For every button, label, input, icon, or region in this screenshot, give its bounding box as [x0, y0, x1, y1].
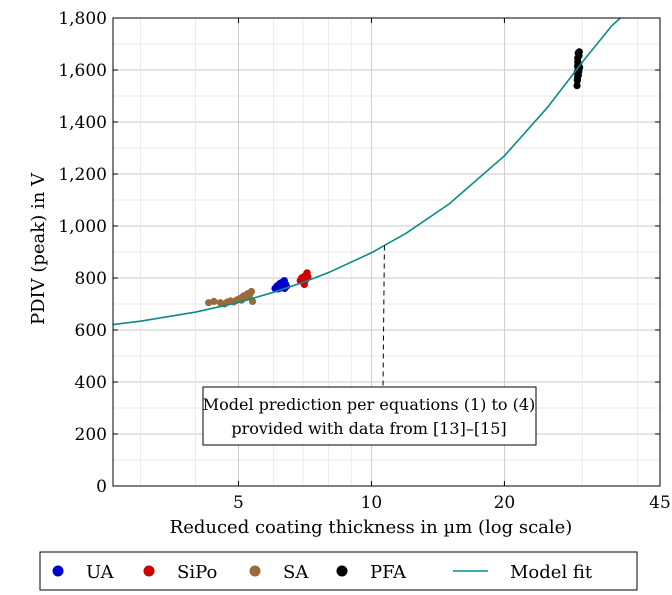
- y-tick-label: 200: [75, 425, 107, 445]
- x-tick-label: 5: [233, 493, 244, 513]
- annotation: Model prediction per equations (1) to (4…: [202, 245, 537, 446]
- model-fit-line: [113, 18, 622, 326]
- x-tick-label: 10: [361, 493, 383, 513]
- legend-label-sipo: SiPo: [177, 562, 217, 583]
- legend-label-sa: SA: [283, 562, 309, 583]
- legend-label-ua: UA: [86, 562, 115, 583]
- legend-marker-ua: [52, 565, 64, 577]
- data-point-sipo: [304, 273, 312, 281]
- y-tick-label: 800: [75, 269, 107, 289]
- y-tick-label: 1,200: [58, 165, 107, 185]
- y-tick-label: 1,600: [58, 61, 107, 81]
- legend-marker-sipo: [143, 565, 155, 577]
- x-axis-label: Reduced coating thickness in µm (log sca…: [170, 517, 573, 538]
- annotation-line-1: Model prediction per equations (1) to (4…: [203, 395, 536, 414]
- data-point-sa: [210, 297, 218, 305]
- annotation-box: [202, 386, 537, 446]
- y-tick-label: 400: [75, 373, 107, 393]
- legend-label-model-fit: Model fit: [510, 562, 593, 583]
- y-tick-label: 1,800: [58, 9, 107, 29]
- y-tick-label: 600: [75, 321, 107, 341]
- annotation-leader-line: [382, 245, 385, 388]
- plot-series: [113, 18, 622, 326]
- y-tick-label: 1,400: [58, 113, 107, 133]
- tick-labels: 0 200 400 600 800 1,000 1,200 1,400 1,600 1,800 5 1…: [58, 9, 670, 513]
- data-point-sa: [247, 287, 256, 296]
- y-tick-label: 1,000: [58, 217, 107, 237]
- x-tick-label: 20: [494, 493, 516, 513]
- y-axis-label: PDIV (peak) in V: [28, 172, 49, 325]
- legend-marker-pfa: [336, 565, 348, 577]
- legend: UA SiPo SA PFA Model fit: [39, 551, 638, 591]
- data-point-pfa: [573, 75, 582, 83]
- data-point-pfa: [575, 48, 583, 56]
- plot-frame: [112, 17, 661, 487]
- y-tick-label: 0: [96, 477, 107, 497]
- data-point-pfa: [573, 82, 581, 90]
- annotation-line-2: provided with data from [13]–[15]: [231, 419, 506, 438]
- legend-marker-sa: [249, 565, 261, 577]
- tick-marks: [113, 17, 661, 487]
- legend-label-pfa: PFA: [370, 562, 407, 583]
- x-tick-label: 45: [649, 493, 671, 513]
